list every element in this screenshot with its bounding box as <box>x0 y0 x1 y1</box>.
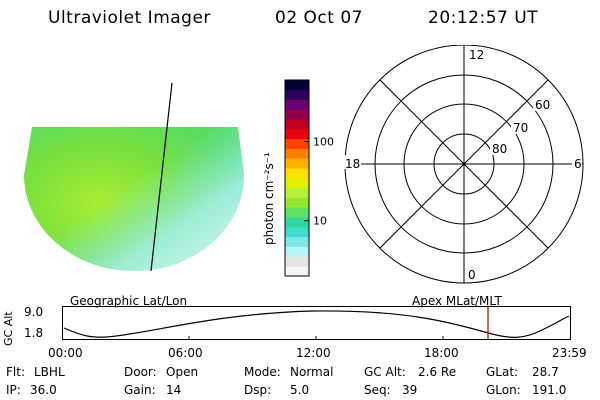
flt-label: Flt: <box>6 365 25 379</box>
mlt-label-6: 6 <box>574 157 582 171</box>
mode-label: Mode: <box>244 365 281 379</box>
colorbar-cell <box>285 109 309 120</box>
gcalt-label: GC Alt: <box>364 365 406 379</box>
colorbar-cell <box>285 80 309 91</box>
orbit-ylabel: GC Alt <box>2 311 15 346</box>
mlt-label-12: 12 <box>469 48 484 62</box>
colorbar-label: photon cm⁻²s⁻¹ <box>262 152 276 245</box>
colorbar-cell <box>285 99 309 110</box>
flt-value: LBHL <box>34 365 65 379</box>
seq-value: 39 <box>402 383 418 397</box>
colorbar-cell <box>285 197 309 208</box>
geographic-label: Geographic Lat/Lon <box>70 294 188 308</box>
colorbar-tick-label: 10 <box>313 215 327 228</box>
colorbar-cell <box>285 119 309 130</box>
gcalt-value: 2.6 Re <box>418 365 457 379</box>
lat-label-70: 70 <box>513 121 528 135</box>
door-label: Door: <box>124 365 157 379</box>
colorbar-cell <box>285 266 309 277</box>
orbit-plot <box>62 306 571 340</box>
ip-label: IP: <box>6 383 21 397</box>
orbit-xtick-1: 06:00 <box>168 346 203 360</box>
colorbar-tick-label: 100 <box>313 136 334 149</box>
terminator-line <box>150 82 173 272</box>
dsp-value: 5.0 <box>290 383 310 397</box>
glat-value: 28.7 <box>532 365 559 379</box>
glon-label: GLon: <box>486 383 521 397</box>
mlt-label-0: 0 <box>468 268 476 282</box>
colorbar-cell <box>285 129 309 140</box>
colorbar-cell <box>285 227 309 238</box>
colorbar-cell <box>285 89 309 100</box>
orbit-altitude-curve <box>63 310 570 338</box>
orbit-ytick-top: 9.0 <box>24 305 44 319</box>
ip-value: 36.0 <box>30 383 57 397</box>
colorbar-cell <box>285 158 309 169</box>
colorbar-cell <box>285 138 309 149</box>
dsp-label: Dsp: <box>244 383 272 397</box>
lat-label-80: 80 <box>492 142 507 156</box>
aurora-image <box>24 127 244 271</box>
door-value: Open <box>166 365 199 379</box>
colorbar-cell <box>285 256 309 267</box>
orbit-xtick-2: 12:00 <box>296 346 331 360</box>
colorbar-cell <box>285 236 309 247</box>
colorbar-cell <box>285 168 309 179</box>
glon-value: 191.0 <box>532 383 567 397</box>
orbit-xtick-3: 18:00 <box>424 346 459 360</box>
geographic-image <box>24 82 244 272</box>
polar-plot: 12 0 18 6 60 70 80 <box>343 45 584 284</box>
orbit-xtick-4: 23:59 <box>552 346 587 360</box>
colorbar: 10 100 <box>284 79 334 277</box>
colorbar-cell <box>285 246 309 257</box>
colorbar-cell <box>285 187 309 198</box>
gain-label: Gain: <box>124 383 156 397</box>
mlt-label-18: 18 <box>345 157 360 171</box>
date-label: 02 Oct 07 <box>275 8 363 28</box>
orbit-xtick-0: 00:00 <box>48 346 83 360</box>
time-label: 20:12:57 UT <box>428 8 539 28</box>
apex-label: Apex MLat/MLT <box>412 294 502 308</box>
colorbar-cell <box>285 178 309 189</box>
glat-label: GLat: <box>486 365 519 379</box>
diag-line-2 <box>379 79 549 249</box>
colorbar-cell <box>285 207 309 218</box>
lat-label-60: 60 <box>535 98 550 112</box>
seq-label: Seq: <box>364 383 391 397</box>
mode-value: Normal <box>290 365 334 379</box>
orbit-ytick-bottom: 1.8 <box>24 326 44 340</box>
gain-value: 14 <box>166 383 182 397</box>
colorbar-cell <box>285 148 309 159</box>
colorbar-cell <box>285 217 309 228</box>
colorbar-frame <box>284 79 310 277</box>
instrument-title: Ultraviolet Imager <box>48 8 211 28</box>
